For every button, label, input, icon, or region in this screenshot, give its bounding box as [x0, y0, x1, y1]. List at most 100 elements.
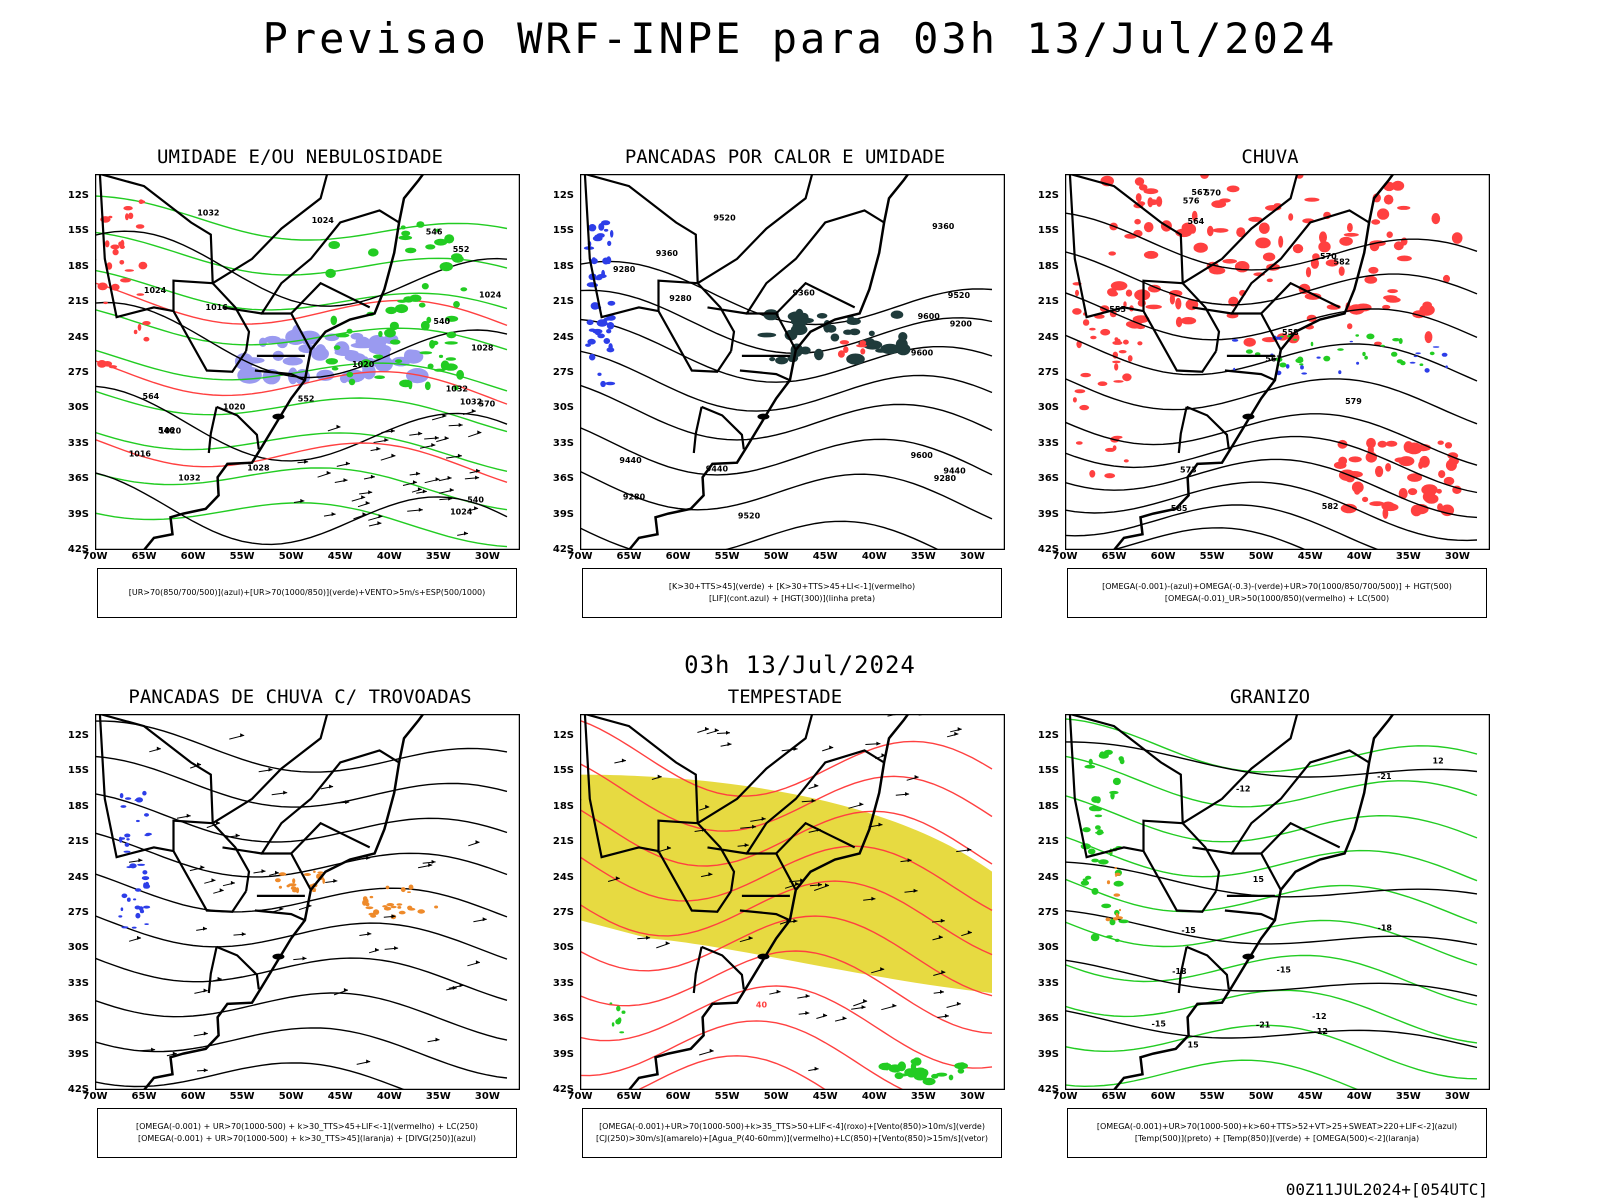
latitude-tick: 18S — [67, 800, 89, 812]
svg-text:564: 564 — [1188, 217, 1205, 226]
svg-text:1020: 1020 — [352, 360, 375, 369]
longitude-tick: 65W — [1101, 551, 1127, 562]
svg-text:-12: -12 — [1312, 1012, 1326, 1021]
map-canvas: 1016 1020 1024 1028 1032 1028 1024 1020 1032 1032… — [95, 174, 520, 550]
latitude-tick: 42S — [67, 544, 89, 555]
longitude-tick: 35W — [910, 1091, 936, 1102]
svg-text:9280: 9280 — [934, 474, 957, 483]
svg-text:579: 579 — [1345, 397, 1362, 406]
longitude-tick: 30W — [959, 551, 985, 562]
legend-line: [OMEGA(-0.001)+UR>70(1000-500)+k>60+TTS>… — [1096, 1122, 1458, 1131]
map-pancadas-calor: 9600 9520 9440 9360 9280 9520 9600 9440 9360 9280… — [553, 174, 1005, 562]
latitude-tick: 15S — [1037, 765, 1059, 777]
latitude-tick: 18S — [552, 800, 574, 812]
svg-text:1016: 1016 — [206, 303, 229, 312]
latitude-tick: 15S — [552, 765, 574, 777]
latitude-tick: 33S — [1037, 977, 1059, 989]
svg-text:1032: 1032 — [178, 474, 200, 483]
svg-text:1028: 1028 — [247, 464, 270, 473]
latitude-tick: 24S — [552, 871, 574, 883]
panel-title: PANCADAS POR CALOR E UMIDADE — [624, 146, 946, 168]
latitude-tick: 42S — [552, 544, 574, 555]
longitude-tick: 70W — [567, 1091, 593, 1102]
latitude-tick: 24S — [67, 331, 89, 343]
latitude-tick: 12S — [552, 190, 574, 201]
longitude-tick: 40W — [376, 551, 402, 562]
latitude-tick: 33S — [67, 977, 89, 989]
panel-title: TEMPESTADE — [727, 686, 843, 708]
panel-granizo: GRANIZO -12 -15 -18 -21 -12 -15 -12 -15 -18 -21 15… — [1025, 686, 1515, 1166]
latitude-tick: 24S — [1037, 331, 1059, 343]
longitude-tick: 40W — [376, 1091, 402, 1102]
panel-tempestade: TEMPESTADE 40 12S 15S 18S 21S 24S 27S 30S 33S 36S… — [540, 686, 1030, 1166]
svg-text:-12: -12 — [1314, 1027, 1328, 1036]
svg-text:570: 570 — [1320, 252, 1337, 261]
svg-text:552: 552 — [298, 395, 315, 404]
svg-text:15: 15 — [1188, 1040, 1200, 1049]
latitude-tick: 33S — [1037, 437, 1059, 449]
latitude-tick: 30S — [1037, 942, 1059, 954]
longitude-tick: 30W — [959, 1091, 985, 1102]
latitude-tick: 12S — [67, 190, 89, 201]
longitude-tick: 70W — [1052, 1091, 1078, 1102]
longitude-tick: 70W — [82, 551, 108, 562]
svg-text:9520: 9520 — [713, 214, 736, 223]
longitude-tick: 40W — [861, 551, 887, 562]
svg-text:40: 40 — [756, 1001, 768, 1010]
svg-text:-21: -21 — [1377, 772, 1392, 781]
longitude-tick: 55W — [1199, 551, 1225, 562]
longitude-tick: 45W — [812, 551, 838, 562]
latitude-tick: 33S — [552, 437, 574, 449]
panel-legend: [OMEGA(-0.001)+UR>70(1000-500)+k>35_TTS>… — [582, 1108, 1002, 1158]
longitude-tick: 60W — [180, 551, 206, 562]
latitude-tick: 27S — [67, 907, 89, 918]
svg-text:582: 582 — [1334, 258, 1351, 267]
latitude-tick: 18S — [1037, 260, 1059, 272]
main-title: Previsao WRF-INPE para 03h 13/Jul/2024 — [262, 14, 1338, 63]
svg-text:546: 546 — [158, 426, 175, 435]
svg-text:1028: 1028 — [471, 344, 494, 353]
map-canvas: 9600 9520 9440 9360 9280 9520 9600 9440 9360 9280… — [580, 174, 1005, 550]
latitude-tick: 15S — [67, 225, 89, 237]
latitude-tick: 39S — [552, 1048, 574, 1060]
longitude-tick: 70W — [1052, 551, 1078, 562]
latitude-tick: 18S — [67, 260, 89, 272]
svg-text:-21: -21 — [1256, 1021, 1271, 1030]
latitude-tick: 42S — [1037, 1084, 1059, 1095]
svg-text:-15: -15 — [1152, 1020, 1167, 1029]
longitude-tick: 40W — [1346, 1091, 1372, 1102]
latitude-tick: 42S — [552, 1084, 574, 1095]
legend-line: [LIF](cont.azul) + [HGT(300)](linha pret… — [708, 594, 876, 603]
latitude-tick: 15S — [1037, 225, 1059, 237]
map-tempestade: 40 12S 15S 18S 21S 24S 27S 30S 33S 36S 39S 42S 70W 65… — [553, 714, 1005, 1102]
latitude-tick: 27S — [1037, 907, 1059, 918]
latitude-tick: 39S — [552, 508, 574, 520]
latitude-tick: 36S — [552, 473, 574, 485]
svg-text:1024: 1024 — [479, 291, 502, 300]
longitude-tick: 35W — [1395, 551, 1421, 562]
latitude-tick: 39S — [67, 508, 89, 520]
svg-text:570: 570 — [479, 400, 496, 409]
longitude-tick: 45W — [327, 1091, 353, 1102]
latitude-tick: 30S — [67, 942, 89, 954]
longitude-tick: 35W — [425, 551, 451, 562]
svg-text:9360: 9360 — [932, 222, 955, 231]
latitude-tick: 21S — [1037, 836, 1059, 848]
legend-line: [OMEGA(-0.001) + UR>70(1000-500) + k>30_… — [135, 1122, 479, 1131]
svg-text:9280: 9280 — [623, 493, 646, 502]
svg-text:558: 558 — [1282, 328, 1299, 337]
middle-date: 03h 13/Jul/2024 — [684, 651, 916, 679]
legend-line: [OMEGA(-0.001)-(azul)+OMEGA(-0.3)-(verde… — [1102, 582, 1452, 591]
svg-text:1032: 1032 — [197, 209, 219, 218]
map-canvas: -12 -15 -18 -21 -12 -15 -12 -15 -18 -21 15 15 12 — [1065, 714, 1490, 1090]
latitude-tick: 12S — [552, 730, 574, 741]
longitude-tick: 30W — [474, 551, 500, 562]
svg-text:9200: 9200 — [950, 320, 973, 329]
svg-text:567: 567 — [1265, 354, 1282, 363]
latitude-tick: 39S — [67, 1048, 89, 1060]
svg-text:1024: 1024 — [450, 508, 473, 517]
map-canvas — [95, 714, 520, 1090]
svg-text:-18: -18 — [1172, 967, 1187, 976]
longitude-tick: 35W — [1395, 1091, 1421, 1102]
panel-legend: [OMEGA(-0.001)+UR>70(1000-500)+k>60+TTS>… — [1067, 1108, 1487, 1158]
